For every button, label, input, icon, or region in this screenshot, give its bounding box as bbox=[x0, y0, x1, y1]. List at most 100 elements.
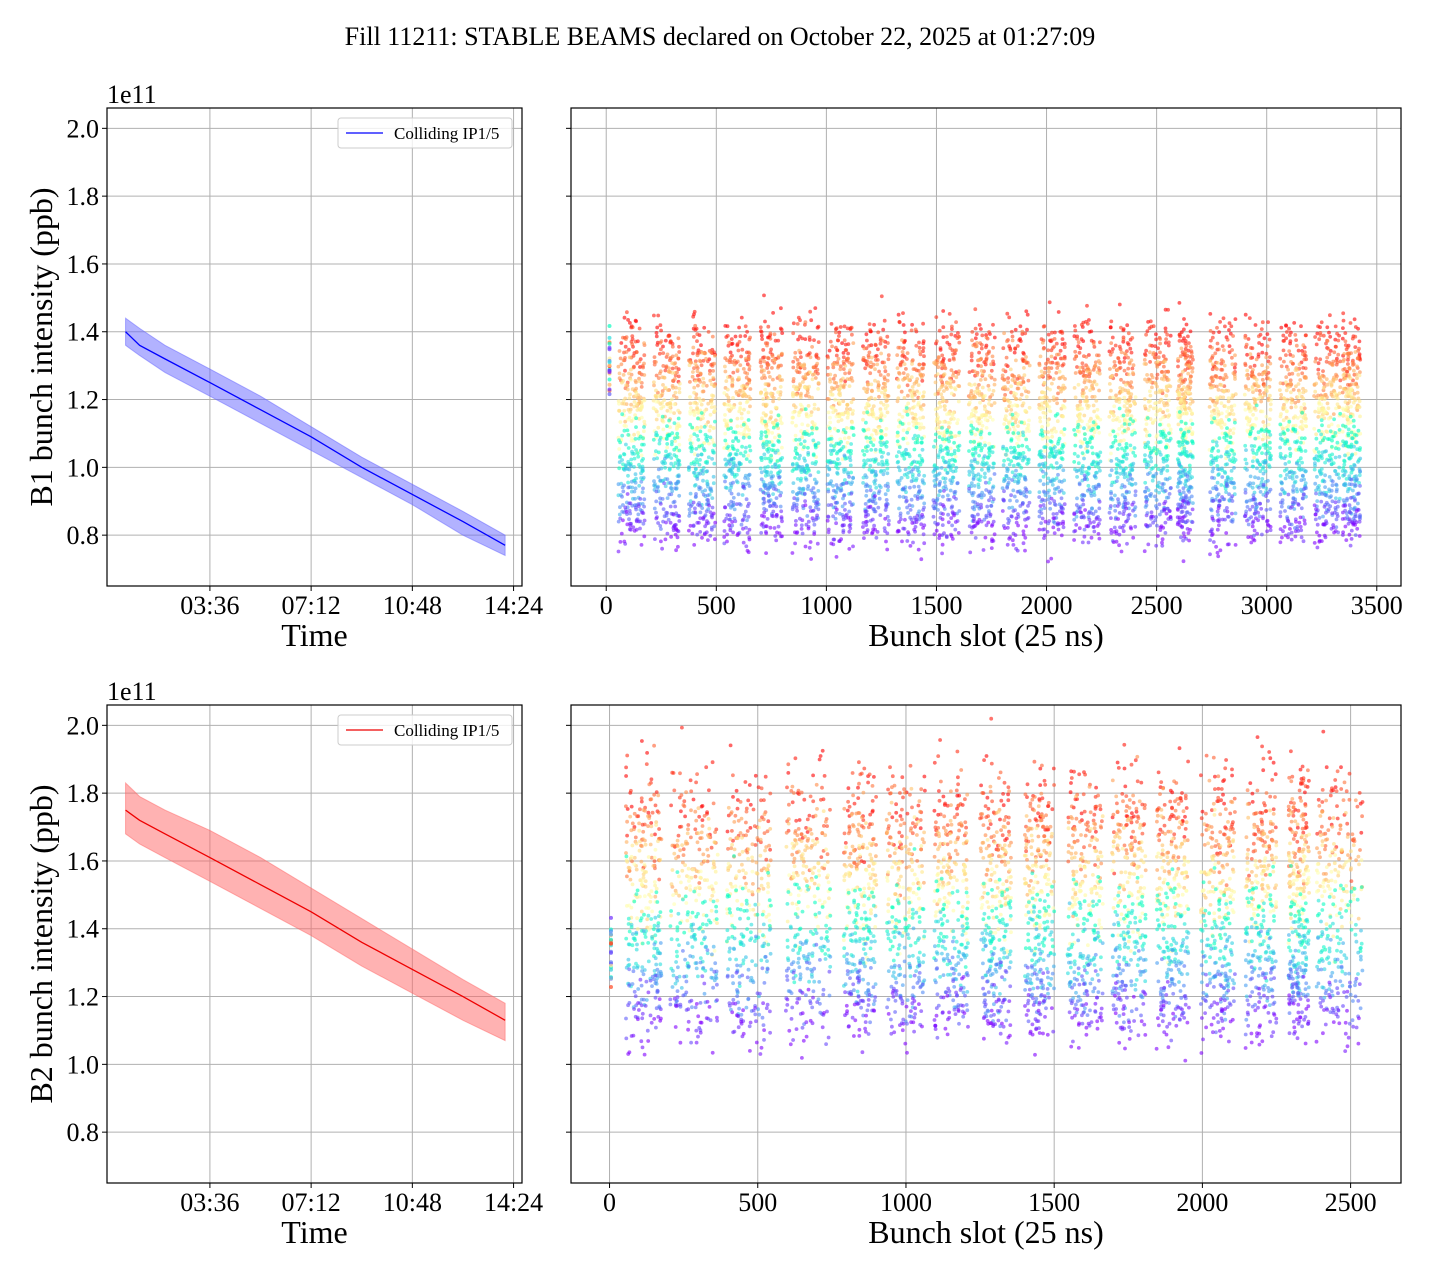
bunch-point bbox=[1018, 491, 1023, 496]
bunch-point bbox=[638, 526, 642, 531]
bunch-point bbox=[1060, 356, 1065, 361]
bunch-point bbox=[811, 438, 816, 443]
bunch-point bbox=[1052, 455, 1057, 460]
bunch-point bbox=[711, 481, 716, 486]
bunch-point bbox=[849, 449, 853, 453]
bunch-point bbox=[630, 485, 635, 490]
bunch-point bbox=[1009, 329, 1014, 334]
bunch-point bbox=[1092, 525, 1096, 529]
bunch-point bbox=[1003, 393, 1007, 397]
bunch-point bbox=[745, 531, 750, 535]
bunch-point bbox=[813, 376, 818, 380]
bunch-point bbox=[828, 420, 833, 425]
bunch-point bbox=[634, 390, 639, 395]
bunch-point bbox=[911, 367, 916, 371]
bunch-point bbox=[672, 377, 677, 381]
bunch-point bbox=[1109, 374, 1114, 379]
bunch-point bbox=[698, 429, 703, 434]
bunch-point bbox=[1042, 445, 1047, 449]
bunch-point bbox=[623, 505, 628, 510]
bunch-point bbox=[665, 477, 670, 482]
bunch-point bbox=[863, 502, 868, 506]
bunch-point bbox=[723, 356, 728, 361]
bunch-point bbox=[744, 400, 749, 405]
bunch-point bbox=[634, 425, 638, 429]
bunch-point bbox=[911, 398, 916, 403]
bunch-point bbox=[616, 482, 621, 487]
bunch-point bbox=[798, 383, 803, 388]
bunch-point bbox=[661, 344, 665, 349]
bunch-point bbox=[1001, 463, 1006, 468]
bunch-point bbox=[710, 505, 715, 510]
bunch-point bbox=[1128, 346, 1133, 351]
bunch-point bbox=[956, 531, 961, 535]
bunch-point bbox=[1049, 496, 1054, 501]
bunch-point bbox=[984, 356, 989, 361]
bunch-point bbox=[969, 396, 974, 401]
bunch-point bbox=[1165, 408, 1170, 413]
bunch-point bbox=[769, 458, 774, 463]
bunch-point bbox=[1166, 369, 1170, 374]
bunch-point bbox=[697, 444, 702, 449]
bunch-point bbox=[921, 508, 926, 512]
bunch-point bbox=[869, 355, 874, 360]
bunch-point bbox=[805, 353, 809, 358]
bunch-point bbox=[638, 448, 643, 453]
bunch-point bbox=[1164, 458, 1169, 463]
bunch-point bbox=[1073, 443, 1078, 448]
bunch-point bbox=[828, 415, 832, 420]
bunch-point bbox=[1122, 484, 1127, 489]
bunch-point bbox=[842, 493, 846, 498]
bunch-point bbox=[790, 420, 795, 425]
bunch-point bbox=[934, 419, 939, 424]
bunch-point bbox=[664, 437, 669, 441]
bunch-point bbox=[676, 421, 681, 426]
bunch-point bbox=[1115, 504, 1120, 508]
bunch-point bbox=[747, 377, 751, 382]
bunch-point bbox=[1131, 508, 1135, 513]
bunch-point bbox=[1046, 559, 1050, 564]
bunch-point bbox=[695, 406, 699, 410]
bunch-point bbox=[1121, 337, 1126, 342]
bunch-point bbox=[973, 395, 978, 400]
bunch-point bbox=[935, 496, 940, 501]
bunch-point bbox=[837, 442, 842, 446]
bunch-point bbox=[793, 541, 797, 546]
bunch-point bbox=[909, 497, 914, 502]
bunch-point bbox=[915, 497, 920, 501]
bunch-point bbox=[1142, 358, 1147, 362]
bunch-point bbox=[838, 400, 842, 405]
bunch-point bbox=[658, 478, 663, 483]
bunch-point bbox=[957, 509, 962, 513]
bunch-point bbox=[760, 521, 765, 526]
bunch-point bbox=[915, 468, 920, 472]
bunch-point bbox=[878, 373, 883, 377]
bunch-point bbox=[725, 532, 729, 537]
bunch-point bbox=[1129, 358, 1134, 363]
bunch-point bbox=[980, 423, 985, 428]
bunch-point bbox=[642, 429, 646, 434]
bunch-point bbox=[779, 306, 783, 311]
bunch-point bbox=[1126, 331, 1131, 336]
bunch-point bbox=[1097, 388, 1101, 393]
bunch-point bbox=[773, 465, 778, 470]
bunch-point bbox=[1015, 489, 1020, 494]
bunch-point bbox=[829, 322, 834, 326]
bunch-point bbox=[794, 531, 799, 535]
bunch-point bbox=[1023, 535, 1028, 540]
bunch-point bbox=[946, 493, 950, 498]
bunch-point bbox=[808, 309, 813, 314]
bunch-point bbox=[873, 494, 877, 498]
bunch-point bbox=[1109, 319, 1114, 324]
bunch-point bbox=[723, 485, 728, 490]
bunch-point bbox=[747, 537, 752, 542]
bunch-point bbox=[768, 331, 773, 336]
bunch-point bbox=[877, 489, 882, 493]
bunch-point bbox=[851, 475, 855, 480]
bunch-point bbox=[829, 460, 833, 465]
bunch-point bbox=[654, 510, 658, 515]
bunch-point bbox=[917, 391, 922, 395]
bunch-point bbox=[884, 458, 889, 463]
bunch-point bbox=[970, 505, 975, 510]
bunch-point bbox=[674, 395, 679, 400]
